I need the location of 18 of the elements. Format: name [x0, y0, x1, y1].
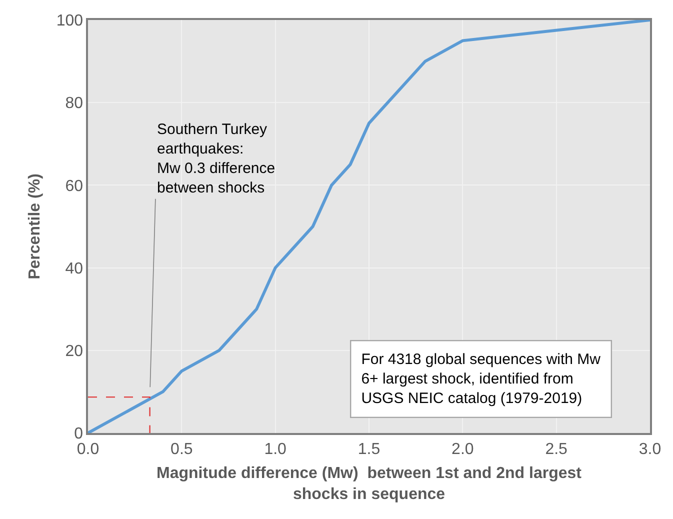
- y-tick-label: 0: [74, 426, 84, 443]
- x-tick-label: 1.0: [264, 440, 287, 458]
- x-tick-label: 3.0: [638, 440, 662, 458]
- x-tick-label: 1.5: [358, 440, 380, 458]
- y-tick-label: 20: [65, 343, 84, 360]
- x-tick-label: 2.5: [545, 440, 568, 458]
- annotation: Southern Turkey earthquakes: Mw 0.3 difference between shocks: [157, 121, 276, 196]
- x-tick-label: 0.0: [76, 440, 100, 458]
- y-tick-label: 100: [56, 12, 84, 30]
- x-axis-title: Magnitude difference (Mw) between 1st and 2nd largest shocks in sequence: [156, 465, 582, 503]
- line-series: [88, 20, 650, 433]
- y-tick-label: 60: [65, 178, 84, 195]
- x-tick-label: 2.0: [452, 440, 474, 458]
- y-tick-label: 80: [65, 95, 84, 112]
- annotation: For 4318 global sequences with Mw 6+ largest shock, identified from USGS NEIC catalog (1979-2019): [361, 351, 601, 408]
- x-tick-label: 0.5: [170, 440, 193, 458]
- y-tick-label: 40: [65, 260, 84, 278]
- y-axis-title: Percentile (%): [26, 174, 44, 280]
